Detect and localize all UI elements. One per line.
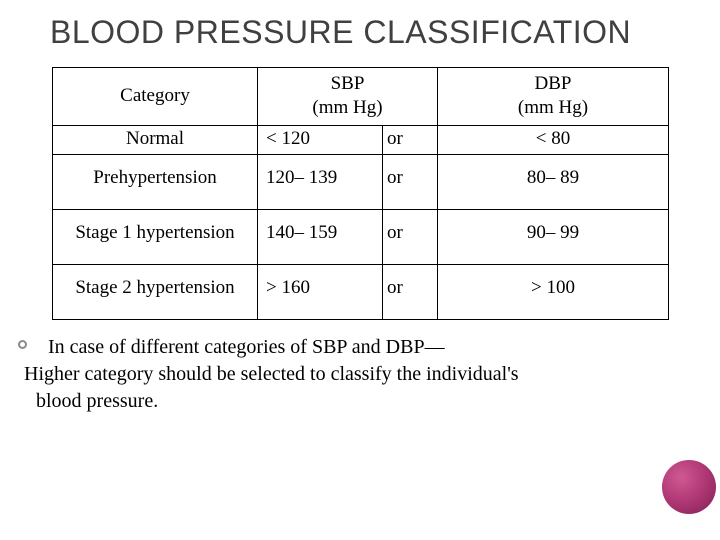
- table-header-row: Category SBP (mm Hg) DBP (mm Hg): [53, 67, 669, 126]
- cell-dbp: 80– 89: [438, 155, 669, 210]
- cell-or: or: [383, 155, 438, 210]
- col-header-sbp: SBP (mm Hg): [258, 67, 438, 126]
- col-header-category: Category: [53, 67, 258, 126]
- note-line-1: In case of different categories of SBP a…: [48, 336, 445, 358]
- cell-dbp: 90– 99: [438, 210, 669, 265]
- bullet-ring-icon: [18, 340, 27, 349]
- cell-category: Stage 1 hypertension: [53, 210, 258, 265]
- col-header-dbp: DBP (mm Hg): [438, 67, 669, 126]
- cell-category: Normal: [53, 126, 258, 155]
- cell-dbp: > 100: [438, 265, 669, 320]
- note-line-3: blood pressure.: [36, 388, 680, 415]
- footnote: In case of different categories of SBP a…: [48, 334, 680, 415]
- table-row: Stage 2 hypertension > 160 or > 100: [53, 265, 669, 320]
- note-line-2: Higher category should be selected to cl…: [24, 361, 680, 388]
- slide-title: BLOOD PRESSURE CLASSIFICATION: [50, 14, 680, 51]
- footnote-text: In case of different categories of SBP a…: [48, 334, 680, 415]
- cell-dbp: < 80: [438, 126, 669, 155]
- cell-sbp: 140– 159: [258, 210, 383, 265]
- dbp-unit: (mm Hg): [518, 97, 588, 118]
- table-row: Prehypertension 120– 139 or 80– 89: [53, 155, 669, 210]
- table-row: Normal < 120 or < 80: [53, 126, 669, 155]
- dbp-label: DBP: [535, 73, 572, 94]
- cell-sbp: > 160: [258, 265, 383, 320]
- bp-table: Category SBP (mm Hg) DBP (mm Hg) Normal …: [52, 67, 669, 321]
- table-row: Stage 1 hypertension 140– 159 or 90– 99: [53, 210, 669, 265]
- decorative-circle-icon: [662, 460, 716, 514]
- sbp-unit: (mm Hg): [312, 97, 382, 118]
- cell-sbp: 120– 139: [258, 155, 383, 210]
- cell-category: Stage 2 hypertension: [53, 265, 258, 320]
- cell-or: or: [383, 210, 438, 265]
- sbp-label: SBP: [331, 73, 365, 94]
- slide: BLOOD PRESSURE CLASSIFICATION Category S…: [0, 0, 720, 540]
- cell-sbp: < 120: [258, 126, 383, 155]
- cell-or: or: [383, 265, 438, 320]
- cell-category: Prehypertension: [53, 155, 258, 210]
- cell-or: or: [383, 126, 438, 155]
